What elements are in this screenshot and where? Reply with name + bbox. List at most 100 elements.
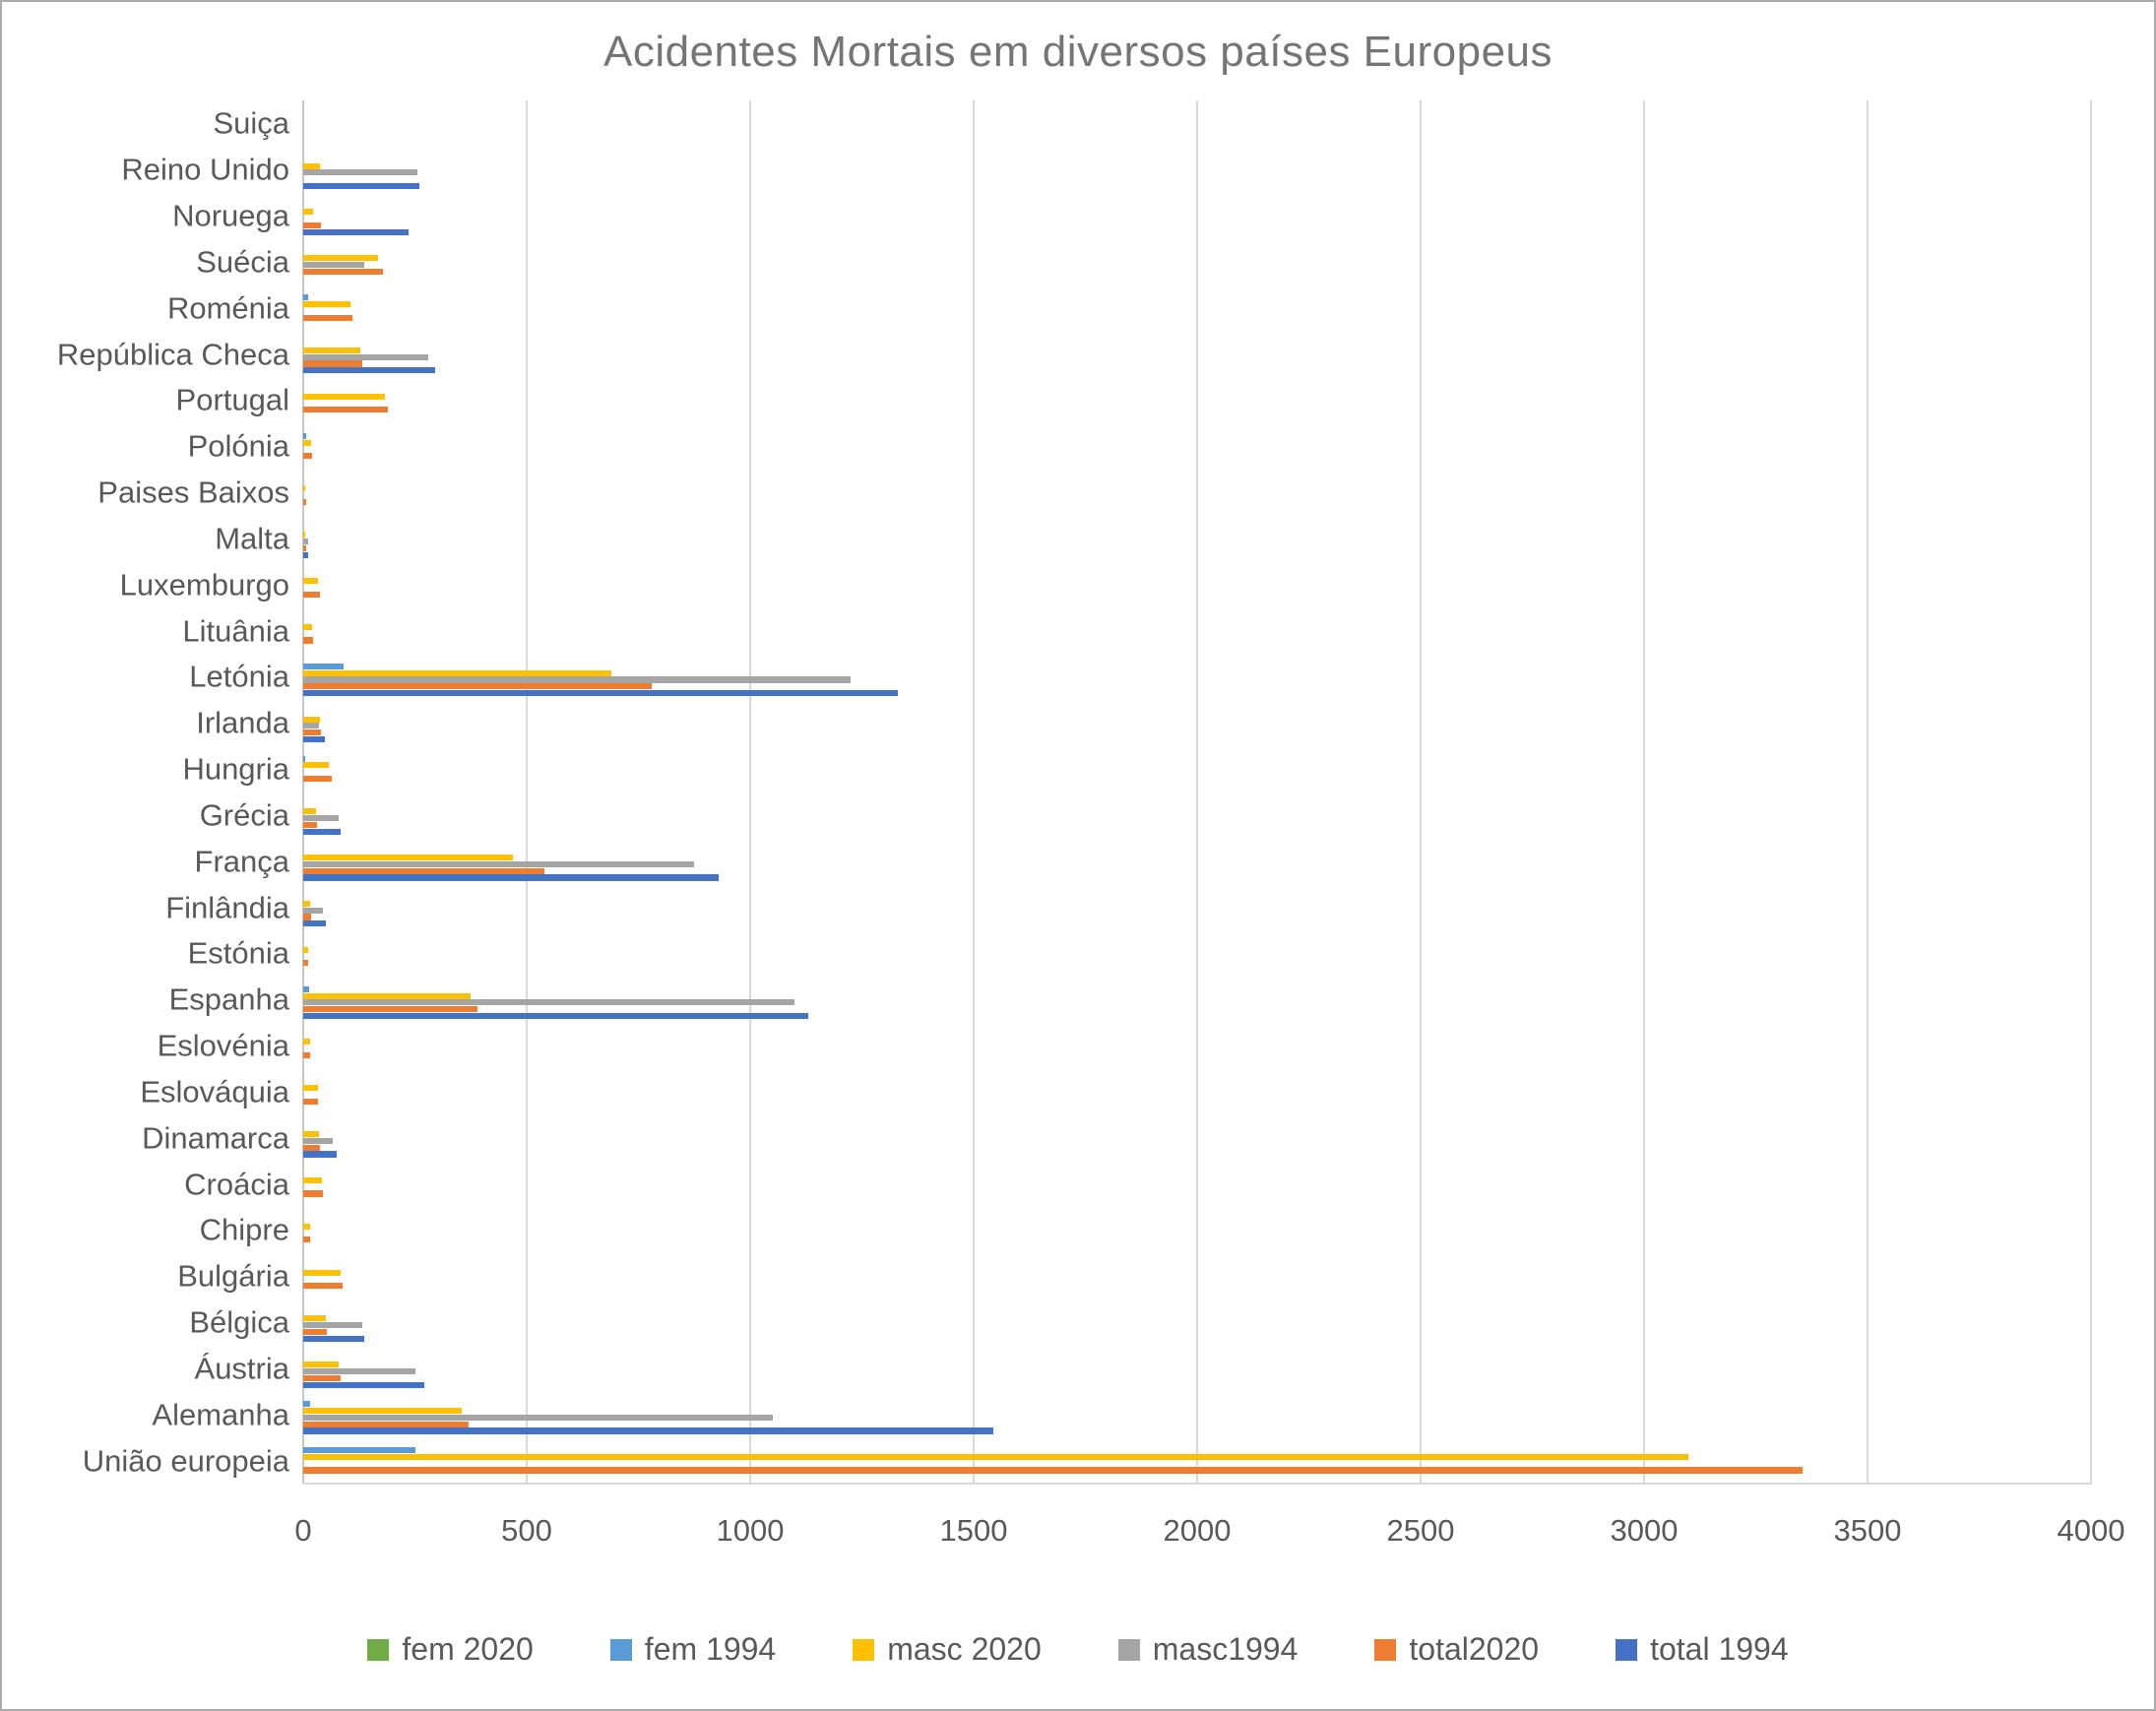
chart-title: Acidentes Mortais em diversos países Eur… <box>602 28 1554 76</box>
bar-finlandia-masc-2020 <box>303 900 311 907</box>
bar-austria-masc1994 <box>303 1367 415 1375</box>
category-label-eslovaquia: Eslováquia <box>140 1074 289 1109</box>
bar-irlanda-masc-2020 <box>303 716 321 723</box>
bar-franca-masc-2020 <box>303 855 514 861</box>
x-tick-label-4000: 4000 <box>2057 1513 2125 1548</box>
legend-swatch-masc1994 <box>1117 1638 1140 1661</box>
bar-suecia-total2020 <box>303 268 383 275</box>
bar-romenia-fem-1994 <box>303 294 308 301</box>
bar-republica-checa-total2020 <box>303 360 362 367</box>
bar-alemanha-masc-2020 <box>303 1408 463 1415</box>
legend-item-total-1994: total 1994 <box>1616 1631 1789 1668</box>
x-tick-label-1000: 1000 <box>716 1513 785 1548</box>
bar-dinamarca-masc-2020 <box>303 1131 320 1138</box>
category-label-franca: França <box>194 844 289 879</box>
bar-suecia-masc-2020 <box>303 255 379 262</box>
bar-hungria-total2020 <box>303 775 333 783</box>
legend-label-fem-1994: fem 1994 <box>644 1631 777 1667</box>
bar-letonia-masc1994 <box>303 676 852 683</box>
bar-paises-baixos-masc-2020 <box>303 485 306 492</box>
bar-republica-checa-masc1994 <box>303 353 429 360</box>
bar-romenia-masc-2020 <box>303 301 350 308</box>
category-label-romenia: Roménia <box>166 290 289 326</box>
legend-item-fem-2020: fem 2020 <box>367 1631 534 1668</box>
bar-malta-total2020 <box>303 544 306 551</box>
category-label-belgica: Bélgica <box>189 1304 289 1340</box>
x-tick-label-500: 500 <box>501 1513 552 1548</box>
bar-irlanda-total2020 <box>303 729 322 736</box>
bar-finlandia-total2020 <box>303 914 312 920</box>
bar-lituania-total2020 <box>303 637 313 644</box>
bar-eslovaquia-masc-2020 <box>303 1085 318 1092</box>
bar-grecia-masc-2020 <box>303 808 317 815</box>
x-tick-label-3500: 3500 <box>1833 1513 1902 1548</box>
bar-chipre-masc-2020 <box>303 1223 310 1230</box>
bar-noruega-total2020 <box>303 222 322 229</box>
legend-label-masc1994: masc1994 <box>1152 1631 1299 1667</box>
legend-swatch-total-1994 <box>1616 1638 1638 1661</box>
legend-item-masc-2020: masc 2020 <box>853 1631 1042 1668</box>
bar-espanha-masc1994 <box>303 999 795 1006</box>
bar-alemanha-fem-1994 <box>303 1401 311 1408</box>
bar-grecia-total-1994 <box>303 828 342 835</box>
category-label-eslovenia: Eslovénia <box>157 1028 289 1063</box>
bar-eslovenia-total2020 <box>303 1051 311 1059</box>
bar-croacia-masc-2020 <box>303 1176 323 1183</box>
category-label-noruega: Noruega <box>172 198 289 233</box>
bar-letonia-masc-2020 <box>303 669 612 676</box>
legend-label-fem-2020: fem 2020 <box>402 1631 534 1667</box>
bar-franca-masc1994 <box>303 860 695 867</box>
bar-finlandia-total-1994 <box>303 920 326 927</box>
bar-uniao-europeia-total2020 <box>303 1467 1804 1474</box>
bar-republica-checa-total-1994 <box>303 367 435 374</box>
bar-chipre-total2020 <box>303 1236 310 1243</box>
bar-polonia-masc-2020 <box>303 439 312 446</box>
legend-label-masc-2020: masc 2020 <box>887 1631 1042 1667</box>
gridline-3500 <box>1867 100 1869 1484</box>
gridline-2500 <box>1420 100 1422 1484</box>
x-tick-label-3000: 3000 <box>1610 1513 1679 1548</box>
bar-reino-unido-masc1994 <box>303 169 417 176</box>
bar-lituania-masc-2020 <box>303 623 313 630</box>
x-tick-label-0: 0 <box>294 1513 312 1548</box>
bar-belgica-total-1994 <box>303 1335 365 1342</box>
bar-espanha-total-1994 <box>303 1012 808 1020</box>
bar-franca-total-1994 <box>303 874 720 881</box>
bar-noruega-total-1994 <box>303 228 409 235</box>
category-label-bulgaria: Bulgária <box>177 1258 289 1294</box>
bar-belgica-masc1994 <box>303 1322 362 1329</box>
bar-irlanda-total-1994 <box>303 735 325 743</box>
legend-label-total2020: total2020 <box>1409 1631 1540 1667</box>
bar-bulgaria-total2020 <box>303 1283 344 1290</box>
bar-franca-total2020 <box>303 867 545 874</box>
bar-malta-masc-2020 <box>303 532 306 539</box>
category-label-paises-baixos: Paises Baixos <box>97 475 289 510</box>
bar-belgica-total2020 <box>303 1328 327 1336</box>
bar-croacia-total2020 <box>303 1190 323 1197</box>
plot-area: 0 500 1000 1500 2000 2500 3000 3500 4000 Suiça Rei… <box>57 100 2124 1548</box>
legend-label-total-1994: total 1994 <box>1650 1631 1789 1667</box>
bar-austria-total-1994 <box>303 1381 424 1388</box>
bar-alemanha-masc1994 <box>303 1414 773 1421</box>
category-label-republica-checa: República Checa <box>56 337 289 372</box>
category-label-hungria: Hungria <box>182 751 289 787</box>
bar-estonia-masc-2020 <box>303 946 308 953</box>
category-label-malta: Malta <box>215 521 289 556</box>
gridline-0 <box>302 100 304 1484</box>
bar-estonia-total2020 <box>303 960 308 967</box>
gridline-1500 <box>973 100 975 1484</box>
category-label-luxemburgo: Luxemburgo <box>119 567 289 602</box>
bar-irlanda-masc1994 <box>303 723 319 729</box>
category-label-portugal: Portugal <box>175 382 289 417</box>
category-label-grecia: Grécia <box>199 797 289 833</box>
category-label-alemanha: Alemanha <box>152 1397 289 1432</box>
category-label-letonia: Letónia <box>189 659 289 694</box>
bar-uniao-europeia-fem-1994 <box>303 1447 415 1454</box>
bar-luxemburgo-total2020 <box>303 591 321 598</box>
bar-eslovaquia-total2020 <box>303 1098 318 1105</box>
category-label-espanha: Espanha <box>168 982 289 1017</box>
gridline-4000 <box>2090 100 2092 1484</box>
legend-swatch-fem-1994 <box>609 1638 632 1661</box>
legend: fem 2020 fem 1994 masc 2020 masc1994 total20… <box>2 1631 2154 1668</box>
